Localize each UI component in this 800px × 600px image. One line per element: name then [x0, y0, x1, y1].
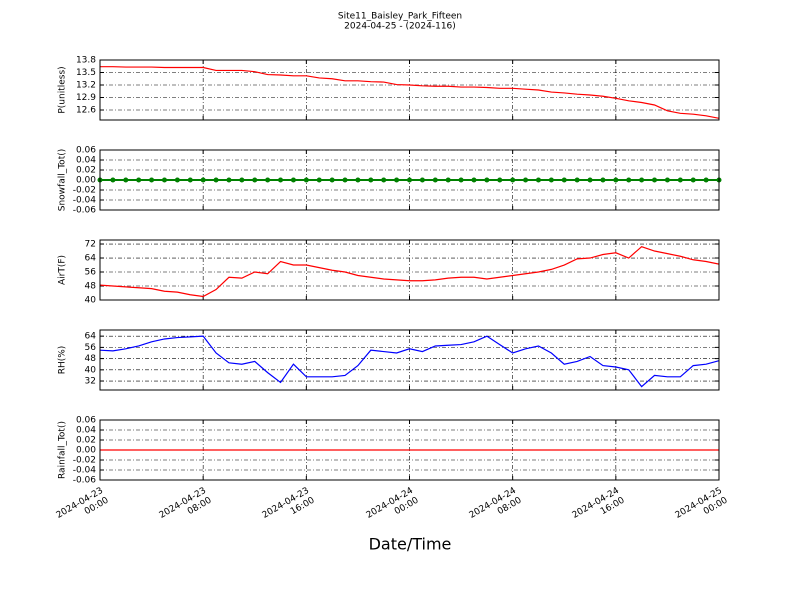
plot-frame — [99, 419, 720, 481]
y-axis-label: Snowfall_Tot() — [58, 149, 68, 212]
point — [497, 177, 503, 183]
point — [484, 177, 490, 183]
point — [587, 177, 593, 183]
chart-subtitle: 2024-04-25 - (2024-116) — [344, 22, 456, 32]
x-axis-label: Date/Time — [369, 535, 452, 554]
point — [303, 177, 309, 183]
y-tick-label: -0.02 — [73, 456, 96, 466]
y-tick-label: 0.00 — [76, 176, 96, 186]
point — [265, 177, 271, 183]
point — [613, 177, 619, 183]
point — [329, 177, 335, 183]
y-tick-label: 48 — [85, 354, 97, 364]
point — [200, 177, 206, 183]
plot-frame — [99, 59, 720, 121]
point — [445, 177, 451, 183]
point — [561, 177, 567, 183]
y-tick-label: 0.02 — [76, 166, 96, 176]
point — [600, 177, 606, 183]
y-tick-label: 40 — [85, 296, 97, 306]
point — [213, 177, 219, 183]
y-tick-label: 13.8 — [76, 56, 96, 66]
point — [252, 177, 258, 183]
point — [355, 177, 361, 183]
y-tick-label: 0.02 — [76, 436, 96, 446]
point — [316, 177, 322, 183]
y-tick-label: 12.9 — [76, 93, 96, 103]
point — [174, 177, 180, 183]
point — [432, 177, 438, 183]
point — [123, 177, 129, 183]
point — [626, 177, 632, 183]
point — [161, 177, 167, 183]
y-tick-label: 72 — [85, 240, 96, 250]
y-tick-label: -0.06 — [73, 476, 97, 486]
point — [368, 177, 374, 183]
y-tick-label: 13.5 — [76, 68, 96, 78]
y-tick-label: 0.00 — [76, 446, 96, 456]
y-tick-label: -0.04 — [73, 196, 97, 206]
point — [110, 177, 116, 183]
y-tick-label: 56 — [85, 268, 97, 278]
point — [381, 177, 387, 183]
y-tick-label: 64 — [85, 254, 97, 264]
series-line — [99, 245, 720, 298]
point — [510, 177, 516, 183]
y-tick-label: 0.06 — [76, 416, 96, 426]
y-axis-label: RH(%) — [58, 346, 68, 375]
point — [664, 177, 670, 183]
point — [523, 177, 529, 183]
point — [639, 177, 645, 183]
point — [239, 177, 245, 183]
y-tick-label: 64 — [85, 332, 97, 342]
plot-frame — [99, 149, 720, 211]
point — [535, 177, 541, 183]
point — [226, 177, 232, 183]
y-axis-label: Rainfall_Tot() — [58, 421, 68, 479]
point — [458, 177, 464, 183]
point — [187, 177, 193, 183]
y-tick-label: 32 — [85, 377, 96, 387]
point — [548, 177, 554, 183]
y-tick-label: 12.6 — [76, 106, 96, 116]
y-tick-label: 0.04 — [76, 426, 96, 436]
point — [419, 177, 425, 183]
y-tick-label: -0.06 — [73, 206, 97, 216]
y-tick-label: 40 — [85, 365, 97, 375]
point — [278, 177, 284, 183]
y-tick-label: -0.02 — [73, 186, 96, 196]
y-tick-label: 13.2 — [76, 81, 96, 91]
point — [471, 177, 477, 183]
point — [574, 177, 580, 183]
y-axis-label: P(unitless) — [58, 66, 68, 113]
plot-frame — [99, 239, 720, 301]
point — [394, 177, 400, 183]
chart-title: Site11_Baisley_Park_Fifteen — [338, 12, 462, 22]
series-line — [99, 335, 720, 388]
point — [690, 177, 696, 183]
y-tick-label: 48 — [85, 282, 97, 292]
y-tick-label: 56 — [85, 343, 97, 353]
y-tick-label: 0.04 — [76, 156, 96, 166]
y-axis-label: AirT(F) — [58, 255, 68, 285]
point — [149, 177, 155, 183]
point — [703, 177, 709, 183]
point — [652, 177, 658, 183]
point — [407, 177, 412, 183]
point — [136, 177, 142, 183]
point — [677, 177, 683, 183]
point — [342, 177, 348, 183]
point — [290, 177, 296, 183]
plot-frame — [99, 329, 720, 391]
y-tick-label: -0.04 — [73, 466, 97, 476]
y-tick-label: 0.06 — [76, 146, 96, 156]
series-line — [100, 66, 720, 119]
